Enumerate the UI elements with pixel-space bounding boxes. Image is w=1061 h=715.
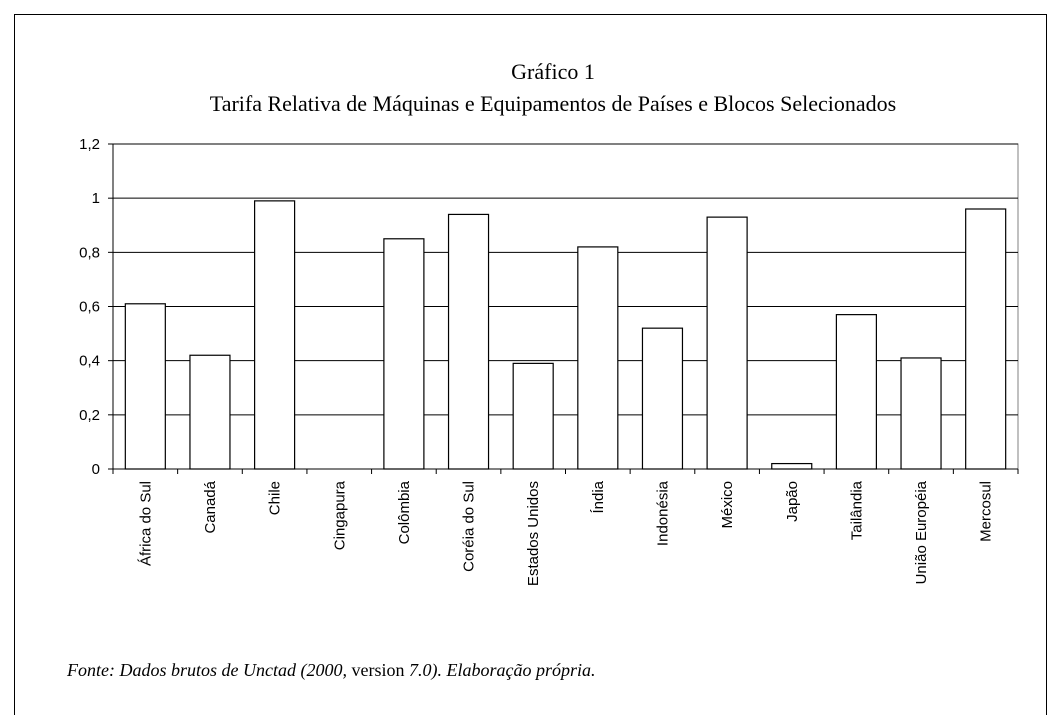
x-tick-label: Colômbia [396,480,413,544]
x-tick-label: Chile [267,481,284,515]
x-tick-label: México [719,481,736,529]
x-tick-label: Índia [590,480,607,513]
bar [641,327,684,470]
bar [512,362,554,470]
source-part: Fonte: Dados brutos de Unctad (2000, [66,660,351,681]
y-tick-label: 1 [92,190,100,207]
x-tick-label: Indonésia [654,480,671,546]
bar [383,238,425,470]
x-tick-label: Estados Unidos [525,481,542,586]
chart-subtitle: Tarifa Relativa de Máquinas e Equipament… [210,91,896,116]
y-tick-label: 0,2 [79,407,100,424]
bar [254,200,296,470]
y-tick-label: 1,2 [79,136,100,153]
x-tick-label: Coréia do Sul [461,481,478,572]
bar [447,213,490,470]
source-part: version [351,660,404,680]
x-tick-label: Canadá [202,480,219,533]
chart-title: Gráfico 1 [511,59,595,84]
y-tick-label: 0 [92,461,100,478]
x-tick-label: Mercosul [978,481,995,542]
x-tick-label: Japão [784,481,801,522]
bar [189,354,231,470]
bar [900,357,942,470]
source-part: 7.0). Elaboração própria. [404,660,595,681]
y-tick-label: 0,6 [79,299,100,316]
bar [835,314,877,470]
bar [965,208,1007,470]
x-tick-label: Tailândia [848,480,865,540]
x-tick-label: União Européia [913,480,930,584]
bar [771,462,813,470]
y-tick-label: 0,4 [79,353,100,370]
y-tick-label: 0,8 [79,244,100,261]
source-note: Fonte: Dados brutos de Unctad (2000, ver… [66,660,595,681]
bar [124,303,166,470]
bar [577,246,619,470]
bar [706,216,748,470]
x-tick-label: África do Sul [137,481,154,566]
x-tick-label: Cingapura [331,480,348,550]
